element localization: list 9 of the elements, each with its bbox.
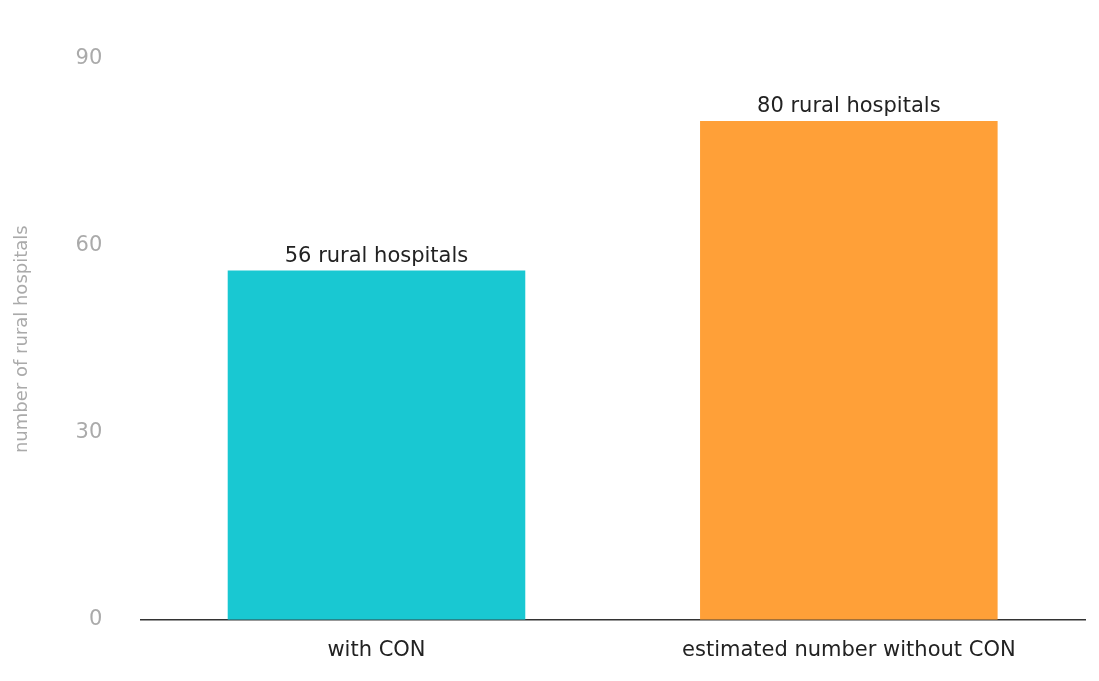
x-tick-label: estimated number without CON [682, 636, 1016, 661]
y-axis-title: number of rural hospitals [10, 225, 32, 454]
y-tick-label: 30 [75, 419, 103, 444]
y-tick-label: 0 [88, 606, 103, 631]
data-label: 80 rural hospitals [757, 92, 941, 117]
data-label: 56 rural hospitals [284, 242, 469, 267]
y-tick-label: 60 [75, 232, 103, 257]
y-tick-label: 90 [75, 45, 103, 70]
x-tick-label: with CON [327, 636, 426, 661]
